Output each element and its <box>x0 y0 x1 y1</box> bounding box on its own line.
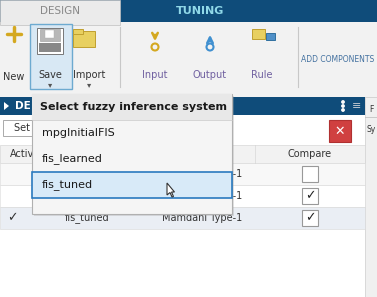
Circle shape <box>342 101 344 103</box>
Bar <box>0 0 120 25</box>
Bar <box>302 210 318 226</box>
Bar <box>37 28 63 54</box>
Text: Set A: Set A <box>14 123 40 133</box>
Text: fis_tuned: fis_tuned <box>42 180 93 190</box>
Bar <box>30 24 72 89</box>
Text: Rule: Rule <box>251 70 273 80</box>
Text: ≡: ≡ <box>352 101 362 111</box>
Text: fis_tuned: fis_tuned <box>65 213 110 223</box>
Text: Sy: Sy <box>366 124 375 133</box>
Text: ▾: ▾ <box>48 80 52 89</box>
Bar <box>329 120 351 142</box>
Text: ✓: ✓ <box>305 189 315 203</box>
Bar <box>45 30 54 38</box>
Bar <box>73 31 95 47</box>
Text: mpgInitialFIS: mpgInitialFIS <box>42 128 115 138</box>
Bar <box>0 0 377 22</box>
Bar <box>252 29 265 39</box>
Text: fis_learned: fis_learned <box>65 191 118 201</box>
Bar <box>0 145 365 163</box>
Bar <box>0 207 365 229</box>
Bar <box>266 33 275 40</box>
Text: Import: Import <box>73 70 105 80</box>
Bar <box>39 43 61 52</box>
Text: Mamdani Type-1: Mamdani Type-1 <box>162 213 242 223</box>
Text: Select fuzzy inference system: Select fuzzy inference system <box>40 102 227 112</box>
Bar <box>3 120 51 136</box>
Circle shape <box>342 105 344 107</box>
Text: Input: Input <box>142 70 168 80</box>
Text: New: New <box>3 72 25 82</box>
Text: fis_learned: fis_learned <box>42 154 103 165</box>
Bar <box>32 94 232 214</box>
Bar <box>32 172 232 198</box>
Text: ✕: ✕ <box>335 124 345 138</box>
Text: DESIGN: DESIGN <box>40 6 80 16</box>
Text: ✓: ✓ <box>7 211 17 225</box>
Bar <box>365 97 377 297</box>
Text: ✓: ✓ <box>305 211 315 225</box>
Bar <box>73 29 83 34</box>
Text: ADD COMPONENTS: ADD COMPONENTS <box>301 55 375 64</box>
Bar <box>32 94 232 120</box>
Text: DE: DE <box>15 101 31 111</box>
Text: Active: Active <box>10 149 40 159</box>
Bar <box>302 166 318 182</box>
Bar <box>0 97 365 297</box>
Polygon shape <box>4 102 9 110</box>
Bar <box>0 22 377 97</box>
Bar <box>34 96 234 216</box>
Text: F: F <box>369 105 373 113</box>
Text: ▾: ▾ <box>87 80 91 89</box>
Text: Save: Save <box>38 70 62 80</box>
Circle shape <box>342 109 344 111</box>
Text: Mamdani Type-1: Mamdani Type-1 <box>162 169 242 179</box>
Bar <box>40 29 60 41</box>
Text: TUNING: TUNING <box>176 6 224 16</box>
Text: Output: Output <box>193 70 227 80</box>
Bar <box>0 97 365 115</box>
Text: Compare: Compare <box>288 149 332 159</box>
Bar <box>302 188 318 204</box>
Bar <box>0 185 365 207</box>
Polygon shape <box>167 183 175 197</box>
Bar <box>0 163 365 185</box>
Text: Mamdani Type-1: Mamdani Type-1 <box>162 191 242 201</box>
Text: mpgInitialFIS: mpgInitialFIS <box>65 169 129 179</box>
